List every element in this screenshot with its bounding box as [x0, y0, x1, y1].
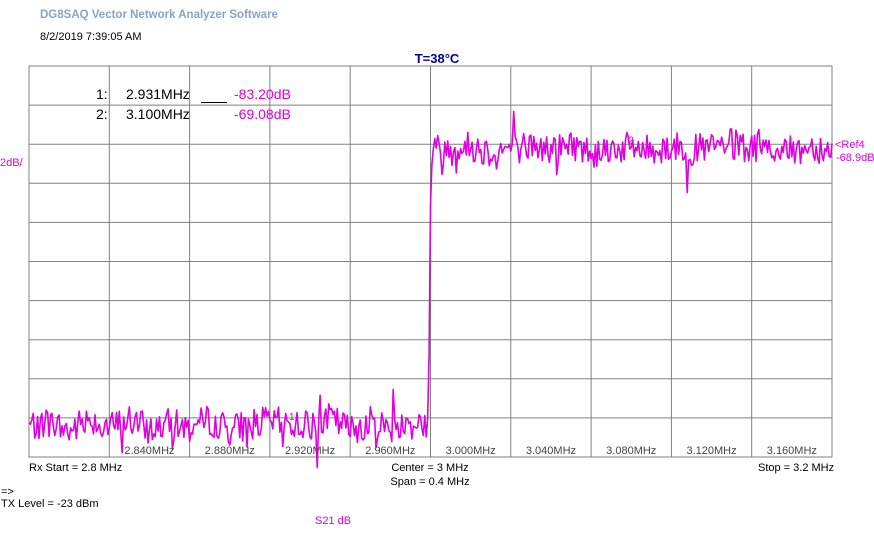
trace-marker-2: 2 [628, 136, 634, 147]
x-tick-label: 3.160MHz [767, 445, 817, 457]
timestamp: 8/2/2019 7:39:05 AM [40, 31, 142, 43]
temperature-readout: T=38°C [414, 51, 460, 66]
marker-row-2: 2: 3.100MHz -69.08dB [96, 106, 291, 122]
reference-level-label: <Ref4 [835, 139, 865, 151]
marker-2-frequency: 3.100MHz [126, 106, 190, 122]
x-tick-label: 3.120MHz [686, 445, 736, 457]
marker-1-value: -83.20dB [234, 86, 291, 102]
scale-per-division-label: 2dB/ [0, 157, 23, 169]
marker-2-value: -69.08dB [234, 106, 291, 122]
marker-table-divider [201, 102, 227, 103]
marker-2-number: 2: [96, 106, 108, 122]
x-tick-label: 3.040MHz [526, 445, 576, 457]
span-label: Span = 0.4 MHz [390, 476, 470, 488]
prompt-arrow: => [1, 486, 14, 498]
x-tick-label: 3.000MHz [446, 445, 496, 457]
x-tick-label: 2.960MHz [365, 445, 415, 457]
x-tick-label: 2.840MHz [124, 445, 174, 457]
x-tick-label: 2.920MHz [285, 445, 335, 457]
trace-marker-1: 1 [289, 412, 295, 423]
marker-1-number: 1: [96, 86, 108, 102]
marker-row-1: 1: 2.931MHz -83.20dB [96, 86, 291, 102]
app-title: DG8SAQ Vector Network Analyzer Software [40, 9, 278, 21]
center-frequency-label: Center = 3 MHz [391, 462, 469, 474]
reference-level-value: -68.9dB [836, 152, 874, 164]
trace-name-label: S21 dB [315, 515, 352, 527]
rx-start-label: Rx Start = 2.8 MHz [29, 462, 123, 474]
x-tick-label: 2.880MHz [205, 445, 255, 457]
marker-1-frequency: 2.931MHz [126, 86, 190, 102]
stop-frequency-label: Stop = 3.2 MHz [758, 462, 835, 474]
x-tick-label: 3.080MHz [606, 445, 656, 457]
tx-level-label: TX Level = -23 dBm [1, 498, 99, 510]
s21-trace-line [28, 110, 833, 469]
